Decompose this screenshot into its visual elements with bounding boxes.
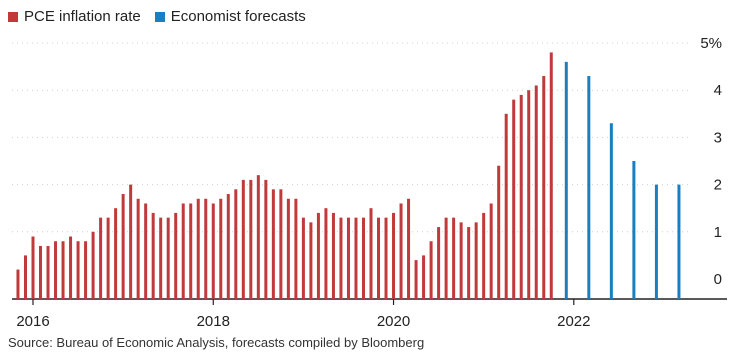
pce-bar (294, 198, 298, 299)
pce-bar (437, 227, 441, 299)
forecast-bar (564, 61, 568, 299)
pce-bar (249, 179, 253, 299)
pce-bar (84, 241, 88, 299)
pce-bar (129, 184, 133, 299)
pce-bar (174, 212, 178, 299)
pce-bar (504, 113, 508, 299)
pce-bar (422, 255, 426, 299)
pce-bar (39, 245, 43, 299)
pce-bar (234, 189, 238, 299)
pce-bar (256, 175, 260, 299)
pce-bar (512, 99, 516, 299)
pce-bar (549, 52, 553, 299)
y-tick-label: 4 (714, 82, 722, 99)
pce-bar (339, 217, 343, 299)
pce-bar (482, 212, 486, 299)
chart-legend: PCE inflation rate Economist forecasts (8, 8, 306, 25)
pce-bar (204, 198, 208, 299)
pce-bar (46, 245, 50, 299)
pce-bar (377, 217, 381, 299)
pce-bar (114, 208, 118, 299)
y-tick-label: 1 (714, 224, 722, 241)
pce-bar (279, 189, 283, 299)
pce-bar (392, 212, 396, 299)
y-tick-label: 0 (714, 271, 722, 288)
pce-bar (106, 217, 110, 299)
legend-label-pce: PCE inflation rate (24, 8, 141, 25)
pce-bar (444, 217, 448, 299)
pce-bar (31, 236, 35, 299)
x-tick-label: 2018 (197, 313, 230, 330)
pce-bar (316, 212, 320, 299)
pce-bar (23, 255, 27, 299)
pce-bar (459, 222, 463, 299)
pce-bar (54, 241, 58, 299)
pce-bar (196, 198, 200, 299)
pce-bar (414, 260, 418, 299)
y-tick-label: 5% (700, 35, 722, 52)
pce-bar (241, 179, 245, 299)
pce-bar (219, 198, 223, 299)
forecast-bar (609, 123, 613, 300)
pce-bar (151, 212, 155, 299)
pce-bar (301, 217, 305, 299)
pce-bar (181, 203, 185, 299)
pce-bar (121, 194, 125, 299)
pce-bar (264, 179, 268, 299)
pce-bar (361, 217, 365, 299)
pce-bar (189, 203, 193, 299)
pce-bar (324, 208, 328, 299)
pce-bar (497, 165, 501, 299)
pce-bar (474, 222, 478, 299)
pce-bar (527, 90, 531, 299)
pce-bar (384, 217, 388, 299)
pce-bar (399, 203, 403, 299)
pce-bar (271, 189, 275, 299)
pce-bar (211, 203, 215, 299)
pce-bar (91, 231, 95, 299)
pce-bar (309, 222, 313, 299)
pce-bar (159, 217, 163, 299)
legend-label-forecasts: Economist forecasts (170, 8, 306, 25)
forecast-bar (632, 161, 636, 299)
pce-bar (76, 241, 80, 299)
y-tick-label: 3 (714, 129, 722, 146)
pce-bar (331, 212, 335, 299)
pce-bar (467, 227, 471, 299)
legend-swatch-forecasts (154, 11, 165, 22)
pce-bar (407, 198, 411, 299)
pce-bar (369, 208, 373, 299)
pce-bar (99, 217, 103, 299)
pce-bar (144, 203, 148, 299)
pce-bar (61, 241, 65, 299)
forecast-bar (654, 184, 658, 299)
pce-bar (226, 194, 230, 299)
legend-item-forecasts: Economist forecasts (154, 8, 306, 25)
pce-bar (354, 217, 358, 299)
pce-bar (452, 217, 456, 299)
x-tick-label: 2016 (16, 313, 49, 330)
pce-bar (286, 198, 290, 299)
pce-bar (534, 85, 538, 299)
pce-inflation-chart: 0 1 2 3 4 5% 2016 2018 2020 2022 (12, 35, 727, 330)
forecast-bar (677, 184, 681, 299)
x-tick-label: 2022 (557, 313, 590, 330)
pce-bar (69, 236, 73, 299)
legend-item-pce: PCE inflation rate (8, 8, 141, 25)
pce-bar (489, 203, 493, 299)
y-tick-label: 2 (714, 177, 722, 194)
source-note: Source: Bureau of Economic Analysis, for… (8, 335, 425, 350)
pce-bar (519, 94, 523, 299)
pce-bar (346, 217, 350, 299)
pce-bar (16, 269, 20, 299)
pce-bar (429, 241, 433, 299)
forecast-bar (587, 76, 591, 299)
x-tick-label: 2020 (377, 313, 410, 330)
pce-bar (136, 198, 140, 299)
pce-bar (166, 217, 170, 299)
legend-swatch-pce (8, 11, 18, 22)
pce-bar (542, 76, 546, 299)
